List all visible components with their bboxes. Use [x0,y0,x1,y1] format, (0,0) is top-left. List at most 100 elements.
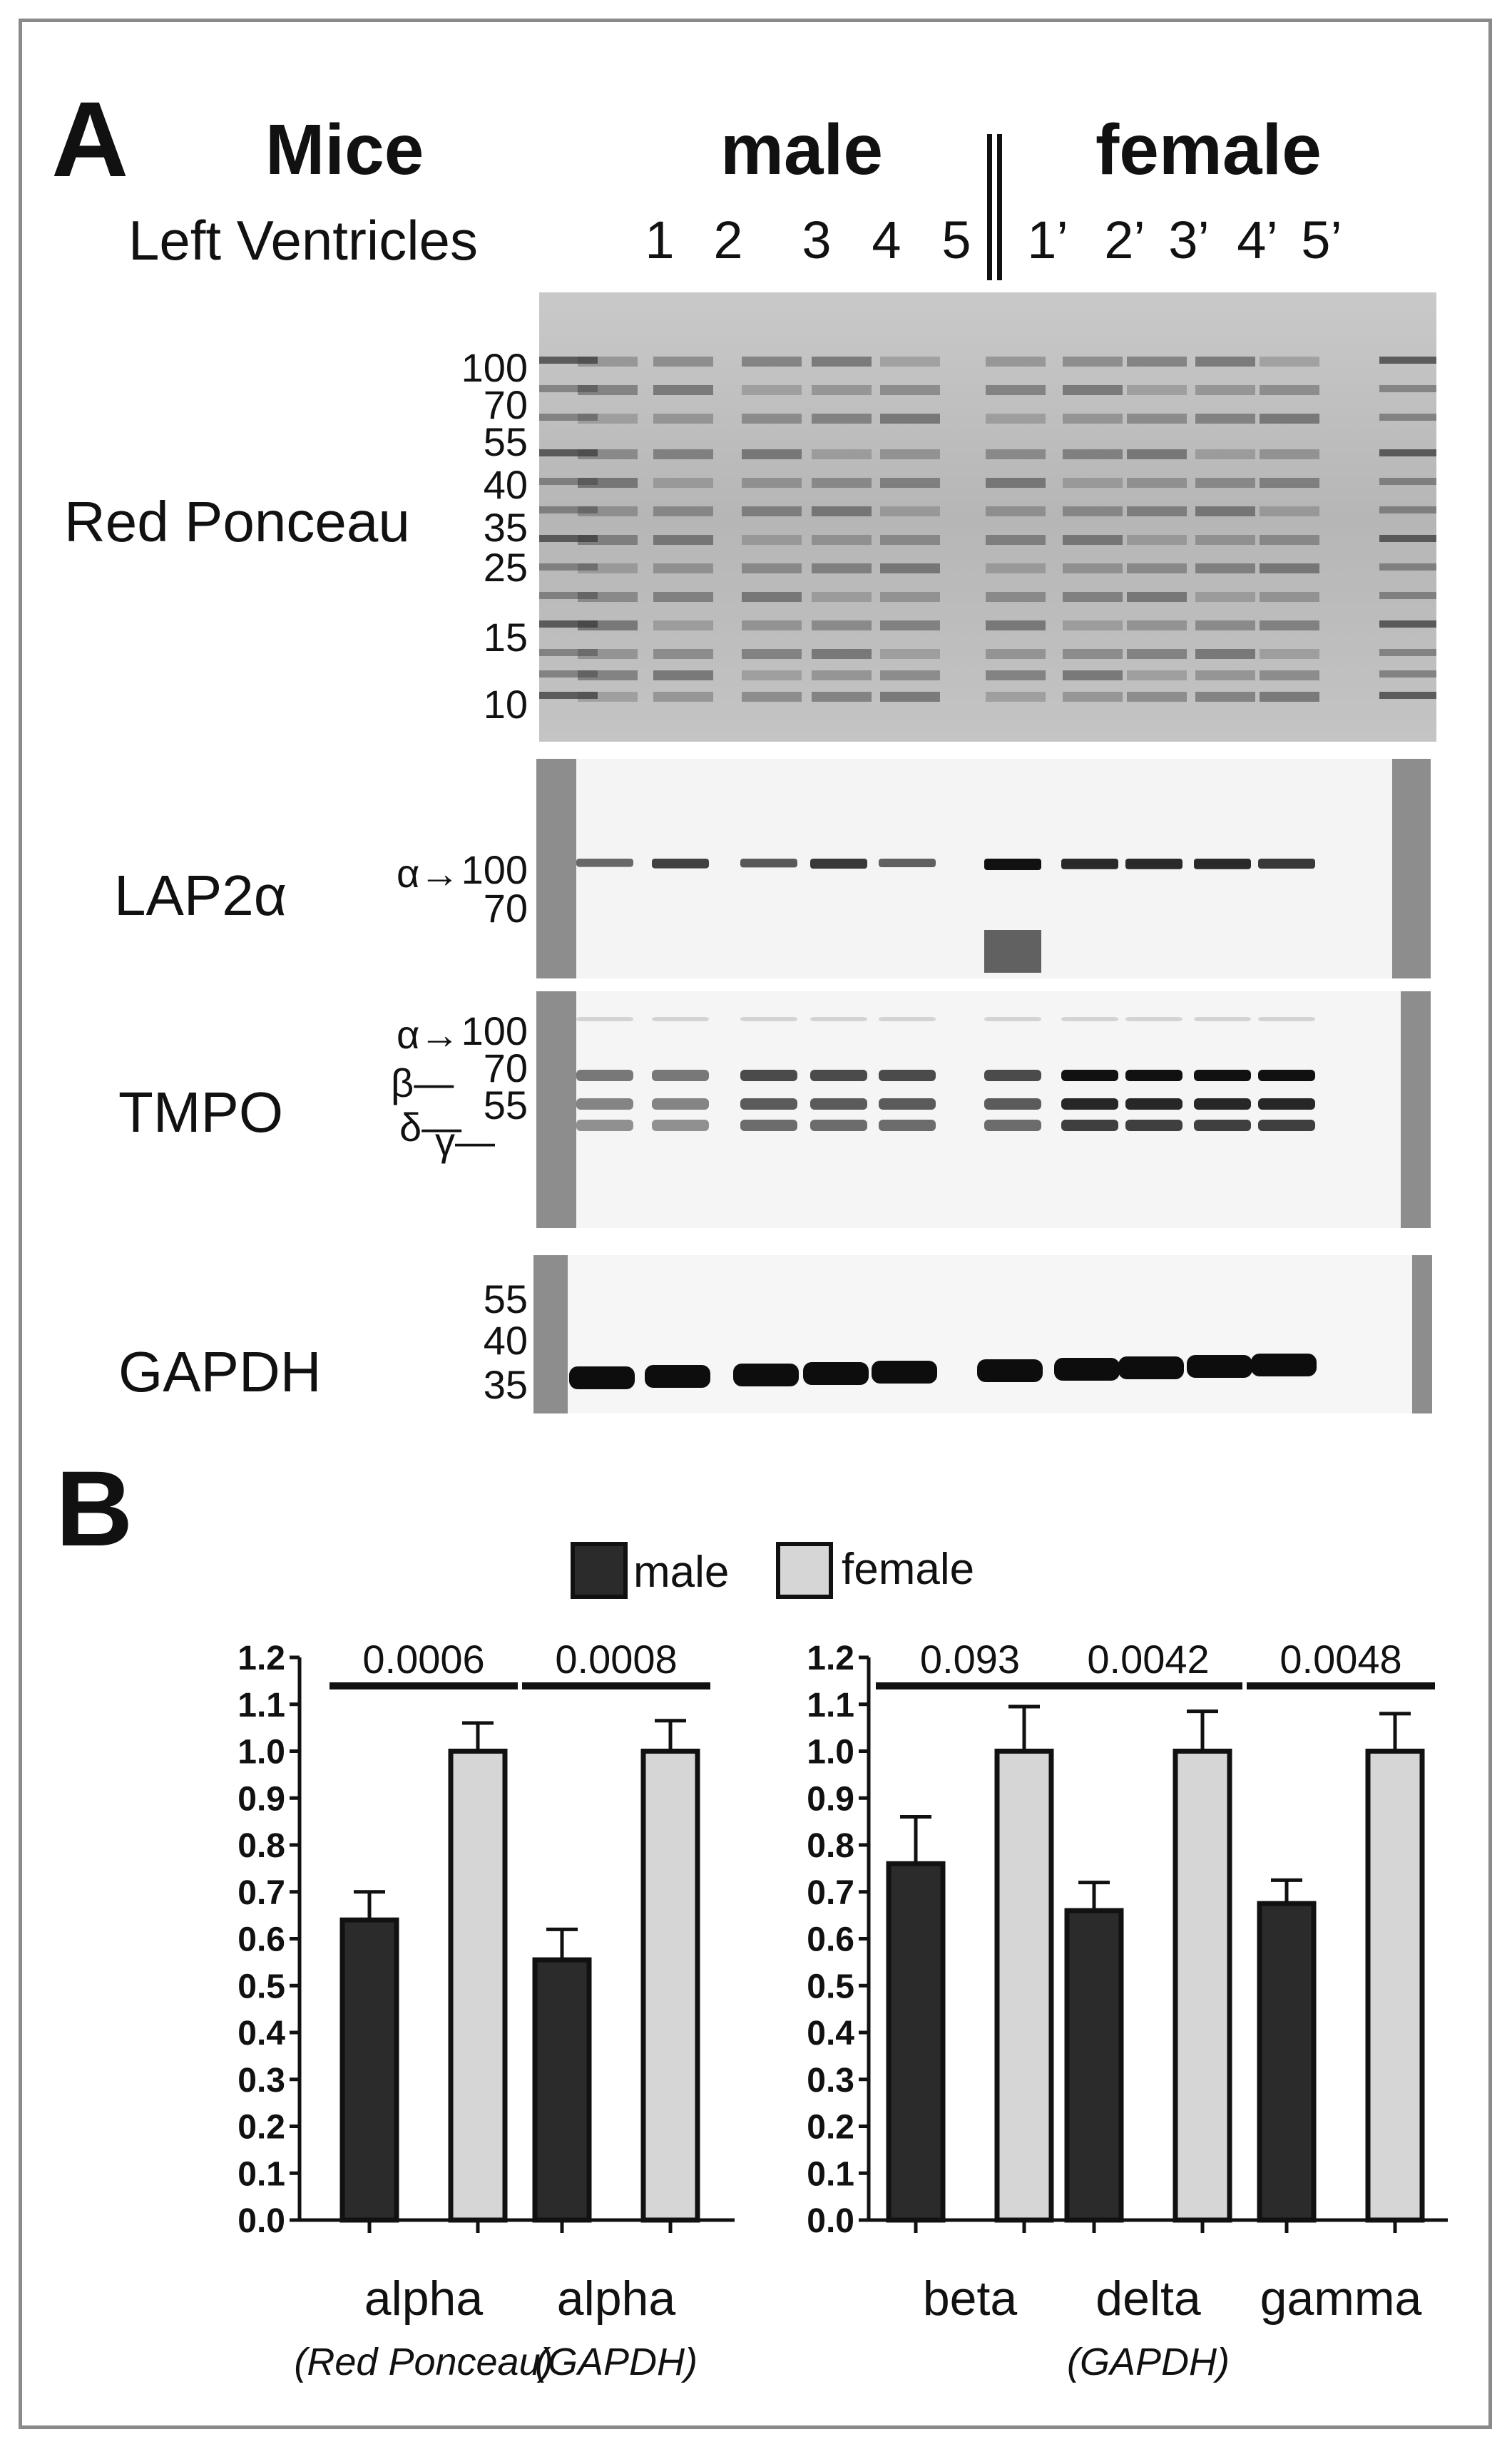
ponceau-band [742,535,802,545]
gapdh-band [977,1359,1043,1382]
ponceau-band [1379,506,1436,513]
tmpo-band [1061,1098,1118,1110]
ponceau-band [986,620,1046,630]
ponceau-band [578,649,638,659]
gapdh-blot-label: GAPDH [118,1340,322,1404]
lane-label: 3’ [1168,210,1210,270]
ponceau-band [539,692,598,699]
y-tick-label: 0.6 [237,1921,285,1959]
tmpo-band [810,1070,867,1081]
y-tick-label: 0.5 [807,1968,854,2005]
y-tick-label: 0.9 [807,1780,854,1818]
mw-marker: 25 [483,545,528,590]
ponceau-band [812,535,872,545]
category-label: delta [1095,2271,1201,2326]
y-tick-label: 0.7 [807,1874,854,1912]
ponceau-band [1063,449,1123,459]
gapdh-band [872,1361,937,1384]
ponceau-band [742,506,802,516]
tmpo-band [1125,1120,1182,1131]
mw-marker: 100 [461,345,528,390]
male-bar [1257,1901,1317,2223]
ponceau-band [578,449,638,459]
ponceau-band [812,670,872,680]
tmpo-band [810,1120,867,1131]
lap2a-band [879,859,936,867]
ponceau-band [880,563,940,573]
mw-marker: 70 [483,886,528,931]
ponceau-band [1195,506,1255,516]
ponceau-band [986,692,1046,702]
chart-1: 1.21.11.00.90.80.70.60.50.40.30.20.10.00… [237,1637,735,2383]
ponceau-band [1127,414,1187,424]
y-tick-label: 1.2 [807,1640,854,1677]
ponceau-band [812,357,872,367]
gapdh-band [1251,1354,1317,1376]
p-value-label: 0.0006 [362,1637,484,1682]
mw-marker: 10 [483,682,528,727]
ponceau-band [653,535,713,545]
ponceau-band [539,449,598,456]
ponceau-band [1195,478,1255,488]
gapdh-blot-image [533,1255,1432,1413]
ponceau-band [653,449,713,459]
tmpo-band [652,1017,709,1021]
tmpo-gamma-band-label: γ— [435,1119,495,1164]
category-sublabel: (Red Ponceau) [294,2341,553,2383]
ponceau-band [1379,649,1436,656]
ponceau-band [812,385,872,395]
category-sublabel: (GAPDH) [1067,2341,1230,2383]
ponceau-band [1379,620,1436,628]
ponceau-band [1127,692,1187,702]
lap2a-band [1125,859,1182,869]
ponceau-band [539,620,598,628]
ponceau-band [1260,670,1319,680]
ponceau-band [986,506,1046,516]
lap2a-band [1061,859,1118,869]
ponceau-band [578,620,638,630]
ponceau-band [1127,506,1187,516]
female-bar [994,1749,1054,2223]
tmpo-band [1061,1070,1118,1081]
ponceau-band [880,670,940,680]
ponceau-band [742,649,802,659]
ponceau-band [1063,649,1123,659]
ponceau-band [1063,478,1123,488]
mw-marker: 35 [483,1362,528,1407]
y-tick-label: 0.0 [807,2202,854,2240]
ponceau-band [812,414,872,424]
tmpo-band [652,1098,709,1110]
ponceau-band [812,449,872,459]
ponceau-band [1195,649,1255,659]
ponceau-band [1260,649,1319,659]
ponceau-band [1379,385,1436,392]
ponceau-band [742,692,802,702]
y-tick-label: 1.0 [807,1734,854,1771]
ponceau-band [539,357,598,364]
ponceau-band [1127,535,1187,545]
tmpo-band [652,1070,709,1081]
ponceau-band [1379,357,1436,364]
ponceau-band [812,692,872,702]
ponceau-band [986,592,1046,602]
ponceau-band [1260,563,1319,573]
tmpo-band [740,1098,797,1110]
tmpo-band [984,1070,1041,1081]
ponceau-band [578,592,638,602]
ponceau-band [578,506,638,516]
tmpo-band [984,1120,1041,1131]
category-label: beta [923,2271,1018,2326]
y-tick-label: 0.8 [807,1827,854,1865]
gapdh-band [803,1362,869,1385]
ponceau-band [1127,649,1187,659]
y-tick-label: 0.1 [237,2155,285,2193]
ponceau-band [1260,592,1319,602]
y-tick-label: 0.9 [237,1780,285,1818]
ponceau-band [1260,385,1319,395]
y-tick-label: 1.1 [807,1687,854,1724]
ponceau-band [742,592,802,602]
lane-label: 3 [802,210,832,270]
y-tick-label: 0.7 [237,1874,285,1912]
ponceau-band [1260,620,1319,630]
ponceau-band [986,649,1046,659]
